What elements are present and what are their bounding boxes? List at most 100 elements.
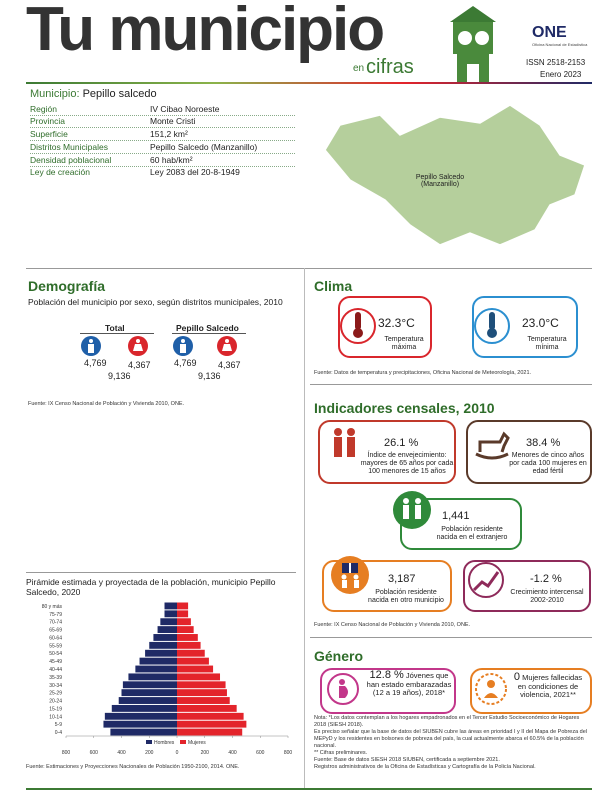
bar <box>177 689 227 697</box>
total: 9,136 <box>198 371 221 381</box>
header-rule <box>26 82 592 84</box>
group-name: Total <box>105 323 125 333</box>
y-tick-label: 60-64 <box>49 635 62 641</box>
source: Fuente: Datos de temperatura y precipita… <box>314 370 532 376</box>
info-value: 60 hab/km² <box>150 155 193 165</box>
info-key: Densidad poblacional <box>30 155 112 165</box>
bar <box>177 704 237 712</box>
date: Enero 2023 <box>540 70 582 79</box>
info-key: Región <box>30 104 57 114</box>
note: Fuente: Base de datos SIESH 2018 SIUBEN,… <box>314 757 500 763</box>
bar <box>177 720 247 728</box>
text-line: nacida en el extranjero <box>436 534 508 541</box>
indicator-box <box>322 560 452 612</box>
legend-swatch <box>180 740 186 744</box>
indicator-value: 26.1 % <box>384 437 419 449</box>
text-line: violencia, 2021** <box>520 690 576 699</box>
mujeres: 4,367 <box>218 360 241 370</box>
footer-rule <box>26 788 592 790</box>
bar <box>177 618 191 626</box>
bar <box>110 728 177 736</box>
info-row: Densidad poblacional 60 hab/km² <box>30 155 295 167</box>
text-line: edad fértil <box>532 468 564 475</box>
notes: Nota: *Los datos contemplan a los hogare… <box>314 715 592 771</box>
section-rule <box>26 268 592 269</box>
indicator-value: 3,187 <box>388 573 416 585</box>
bar <box>118 697 177 704</box>
thermo-icon <box>474 308 510 344</box>
info-value: Monte Cristi <box>150 116 196 126</box>
y-tick-label: 0-4 <box>55 730 62 736</box>
bar <box>177 697 230 704</box>
bar <box>157 626 177 634</box>
title: Tu municipio <box>26 0 385 64</box>
text-line: Jóvenes que <box>405 671 449 680</box>
text-line: Población residente <box>441 526 503 533</box>
text-line: nacida en otro municipio <box>368 597 444 604</box>
bar <box>177 610 189 618</box>
column-rule <box>304 268 305 788</box>
info-key: Distritos Municipales <box>30 142 108 152</box>
map-label: Pepillo Salcedo (Manzanillo) <box>400 174 480 188</box>
title-cifras: cifras <box>366 56 414 78</box>
info-key: Superficie <box>30 129 68 139</box>
org-name: Oficina Nacional de Estadística <box>532 42 588 47</box>
clima-box <box>472 296 578 358</box>
legend-label: Hombres <box>154 740 175 746</box>
indicator-text: Menores de cinco años por cada 100 mujere… <box>508 452 588 476</box>
info-value: Pepillo Salcedo (Manzanillo) <box>150 142 258 152</box>
x-tick-label: 600 <box>90 750 99 756</box>
y-tick-label: 55-59 <box>49 643 62 649</box>
info-row: Región IV Cibao Noroeste <box>30 104 295 116</box>
title-en: en <box>353 63 365 74</box>
bar <box>177 681 226 689</box>
hombres: 4,769 <box>174 358 197 368</box>
text-line: 2002-2010 <box>530 597 564 604</box>
indicator-value: 1,441 <box>442 510 470 522</box>
migrant-icon <box>393 491 431 529</box>
y-tick-label: 15-19 <box>49 706 62 712</box>
genero-value: 12.8 % <box>369 669 404 681</box>
y-tick-label: 50-54 <box>49 651 62 657</box>
group-name: Pepillo Salcedo <box>176 323 239 333</box>
x-tick-label: 200 <box>201 750 210 756</box>
y-tick-label: 45-49 <box>49 659 62 665</box>
info-key: Provincia <box>30 116 65 126</box>
note: Nota: *Los datos contemplan a los hogare… <box>314 715 580 728</box>
violence-icon <box>475 673 507 705</box>
y-tick-label: 25-29 <box>49 691 62 697</box>
bar <box>149 641 177 649</box>
thermo-icon <box>340 308 376 344</box>
bar <box>177 626 194 634</box>
bar <box>121 689 177 697</box>
note: Es preciso señalar que la base de datos … <box>314 729 588 749</box>
bar <box>111 704 177 712</box>
y-tick-label: 75-79 <box>49 612 62 618</box>
municipio-icon <box>331 556 369 594</box>
municipio: Municipio: Pepillo salcedo <box>30 88 157 100</box>
clima-value: 23.0°C <box>522 316 559 330</box>
info-row: Superficie 151,2 km² <box>30 129 295 141</box>
chart-title: Pirámide estimada y proyectada de la pob… <box>26 577 276 597</box>
indicator-box <box>463 560 591 612</box>
sex-icons <box>81 336 237 356</box>
indicator-box <box>466 420 592 484</box>
section-rule <box>26 572 296 573</box>
bar <box>177 641 201 649</box>
map <box>324 104 586 246</box>
text-line: 100 menores de 15 años <box>368 468 446 475</box>
bar <box>135 665 177 673</box>
text-line: en condiciones de <box>517 681 579 691</box>
text-line: Mujeres fallecidas <box>522 673 583 682</box>
genero-text: 12.8 % Jóvenes que han estado embarazadas… <box>366 669 452 698</box>
indicator-box <box>318 420 456 484</box>
municipio-name: Pepillo salcedo <box>82 88 157 100</box>
section-title: Demografía <box>28 278 106 294</box>
indicator-text: Población residente nacida en otro munici… <box>364 589 448 605</box>
group-rule <box>80 333 154 334</box>
bar <box>139 657 177 665</box>
x-tick-label: 800 <box>62 750 71 756</box>
clima-label-line: mínima <box>535 344 559 351</box>
group-rule <box>172 333 246 334</box>
